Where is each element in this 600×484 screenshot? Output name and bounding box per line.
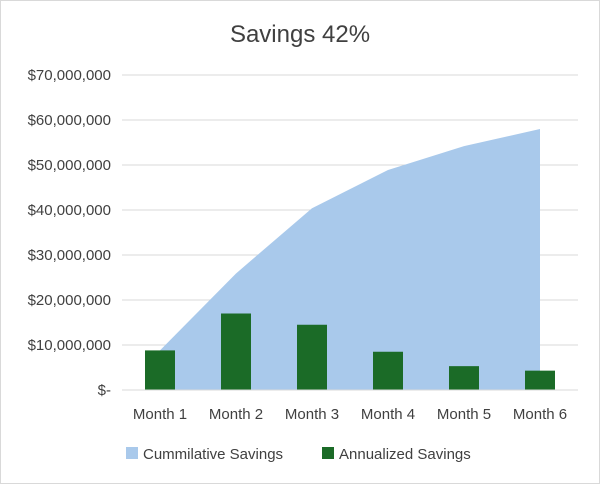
x-tick-label: Month 1 [133,406,187,423]
x-tick-label: Month 6 [513,406,567,423]
legend-label: Annualized Savings [339,446,471,463]
annualized-savings-bar [297,324,327,390]
annualized-savings-bar [449,366,479,390]
annualized-savings-bar [525,370,555,390]
axes: $- $10,000,000 $20,000,000 $30,000,000 $40,0… [28,67,578,423]
legend: Cummilative Savings Annualized Savings [126,446,471,463]
y-tick-label: $- [98,382,111,399]
y-tick-label: $70,000,000 [28,67,111,84]
x-tick-label: Month 5 [437,406,491,423]
y-tick-label: $20,000,000 [28,292,111,309]
area-series [160,129,540,390]
y-tick-label: $60,000,000 [28,112,111,129]
cumulative-savings-area [160,129,540,390]
annualized-savings-bar [221,313,251,390]
legend-label: Cummilative Savings [143,446,283,463]
x-tick-label: Month 3 [285,406,339,423]
x-tick-label: Month 4 [361,406,415,423]
legend-swatch [322,447,334,459]
legend-swatch [126,447,138,459]
bar-series [145,313,555,390]
x-tick-label: Month 2 [209,406,263,423]
chart-title: Savings 42% [230,21,370,48]
legend-annualized-savings: Annualized Savings [322,446,471,463]
y-tick-label: $50,000,000 [28,157,111,174]
annualized-savings-bar [373,351,403,390]
y-tick-label: $40,000,000 [28,202,111,219]
annualized-savings-bar [145,350,175,390]
y-tick-label: $10,000,000 [28,337,111,354]
legend-cumulative-savings: Cummilative Savings [126,446,283,463]
y-tick-label: $30,000,000 [28,247,111,264]
